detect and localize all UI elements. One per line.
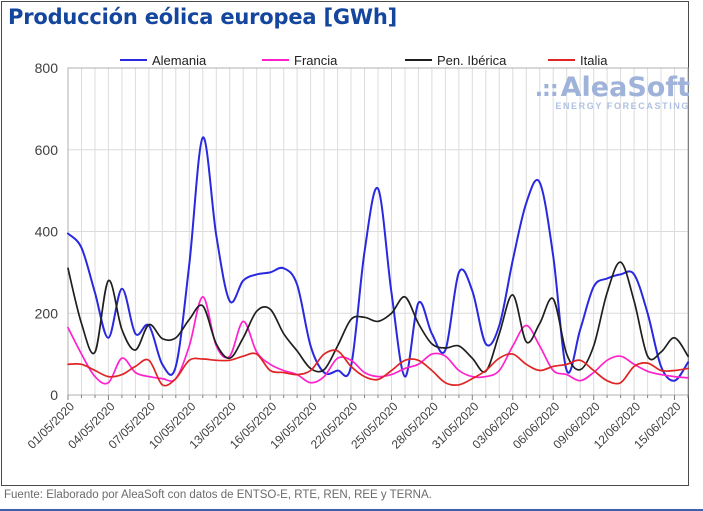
legend-item-italia: Italia <box>548 51 607 69</box>
legend-item-pen-iberica: Pen. Ibérica <box>405 51 506 69</box>
aleasoft-logo-name: AleaSoft <box>560 72 690 103</box>
legend-label-italia: Italia <box>580 52 608 68</box>
legend-line-sample-pen-iberica <box>405 59 432 61</box>
aleasoft-logo-dots-icon: .:: <box>534 77 559 102</box>
chart-title: Producción eólica europea [GWh] <box>8 5 398 29</box>
aleasoft-logo-tagline: ENERGY FORECASTING <box>555 101 690 111</box>
source-note: Fuente: Elaborado por AleaSoft con datos… <box>4 489 432 501</box>
legend-line-sample-alemania <box>120 59 147 61</box>
legend-line-sample-francia <box>262 59 289 61</box>
legend-item-alemania: Alemania <box>120 51 206 69</box>
legend-label-alemania: Alemania <box>152 52 207 68</box>
bottom-rule <box>0 509 703 511</box>
legend-line-sample-italia <box>548 59 575 61</box>
legend-label-pen-iberica: Pen. Ibérica <box>437 52 507 68</box>
chart-legend: Alemania Francia Pen. Ibérica Italia <box>0 51 703 69</box>
legend-label-francia: Francia <box>294 52 338 68</box>
legend-item-francia: Francia <box>262 51 337 69</box>
aleasoft-watermark: .:: AleaSoft ENERGY FORECASTING <box>482 74 690 111</box>
